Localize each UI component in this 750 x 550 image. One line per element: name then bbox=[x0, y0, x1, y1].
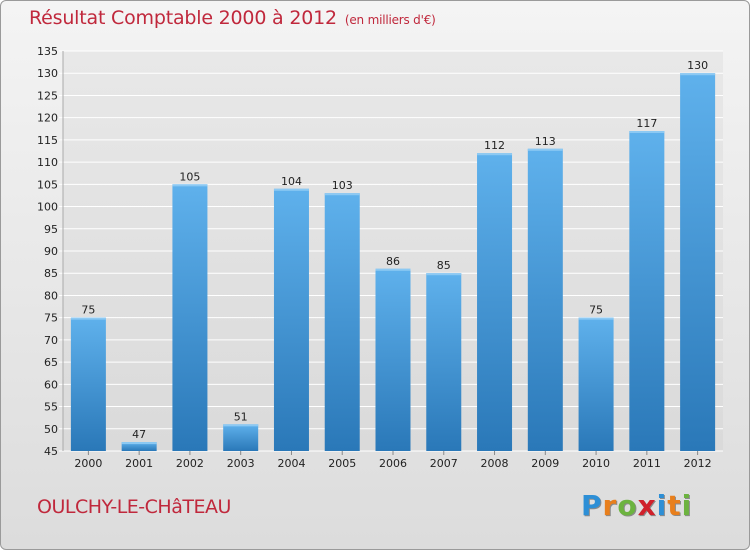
y-tick-label: 75 bbox=[44, 312, 58, 325]
x-tick-label-2010: 2010 bbox=[582, 457, 610, 470]
bar-2009 bbox=[527, 148, 563, 451]
y-tick-label: 60 bbox=[44, 378, 58, 391]
bar-2003 bbox=[223, 424, 259, 451]
title-text: Résultat Comptable 2000 à 2012 bbox=[29, 7, 337, 29]
data-label-2010: 75 bbox=[589, 304, 603, 317]
y-tick-label: 80 bbox=[44, 289, 58, 302]
y-tick-label: 115 bbox=[37, 134, 58, 147]
bar-top-highlight bbox=[223, 424, 259, 427]
data-labels: 75 47 105 51 104 103 86 85 112 113 75 117 130 bbox=[81, 59, 708, 441]
logo-letter: r bbox=[602, 489, 618, 522]
x-tick-label-2007: 2007 bbox=[430, 457, 458, 470]
bar-2010 bbox=[578, 317, 614, 451]
bar-top-highlight bbox=[477, 153, 513, 156]
x-tick-label-2012: 2012 bbox=[684, 457, 712, 470]
bar-2002 bbox=[172, 184, 208, 452]
x-axis: 2000 2001 2002 2003 2004 2005 2006 2007 2008 2009… bbox=[74, 451, 712, 470]
y-axis: 45 50 55 60 65 70 75 80 85 90 95 100 105 110 115 120 125… bbox=[37, 45, 58, 458]
data-label-2005: 103 bbox=[332, 179, 353, 192]
bar-2006 bbox=[375, 268, 411, 451]
y-tick-label: 90 bbox=[44, 245, 58, 258]
logo-letter: P bbox=[581, 489, 603, 522]
bar-2007 bbox=[426, 273, 462, 451]
y-tick-label: 135 bbox=[37, 45, 58, 58]
bar-top-highlight bbox=[426, 273, 462, 276]
bar-top-highlight bbox=[629, 131, 665, 133]
x-tick-label-2004: 2004 bbox=[277, 457, 305, 470]
logo-letter: o bbox=[617, 489, 638, 522]
bars bbox=[70, 73, 716, 452]
x-tick-label-2003: 2003 bbox=[227, 457, 255, 470]
data-label-2002: 105 bbox=[179, 170, 200, 183]
x-tick-label-2001: 2001 bbox=[125, 457, 153, 470]
bar-top-highlight bbox=[273, 188, 309, 191]
bar-2004 bbox=[273, 188, 309, 451]
title-unit: (en milliers d'€) bbox=[344, 13, 436, 27]
bar-2000 bbox=[70, 317, 106, 451]
y-tick-label: 55 bbox=[44, 401, 58, 414]
bar-top-highlight bbox=[527, 148, 563, 151]
data-label-2003: 51 bbox=[234, 410, 248, 423]
y-tick-label: 110 bbox=[37, 156, 58, 169]
bar-top-highlight bbox=[121, 442, 157, 445]
logo-letter: x bbox=[637, 489, 657, 522]
data-label-2007: 85 bbox=[437, 259, 451, 272]
data-label-2004: 104 bbox=[281, 175, 302, 188]
bar-top-highlight bbox=[578, 317, 614, 320]
x-tick-label-2006: 2006 bbox=[379, 457, 407, 470]
bar-top-highlight bbox=[70, 317, 106, 320]
bar-2005 bbox=[324, 193, 360, 451]
y-tick-label: 85 bbox=[44, 267, 58, 280]
bar-2012 bbox=[680, 73, 716, 451]
bar-2001 bbox=[121, 442, 157, 451]
logo-letter: i bbox=[656, 489, 668, 522]
chart-title: Résultat Comptable 2000 à 2012 (en millie… bbox=[29, 7, 436, 29]
y-tick-label: 95 bbox=[44, 223, 58, 236]
data-label-2006: 86 bbox=[386, 255, 400, 268]
bar-top-highlight bbox=[680, 73, 716, 76]
y-tick-label: 65 bbox=[44, 356, 58, 369]
data-label-2012: 130 bbox=[687, 59, 708, 72]
y-tick-label: 100 bbox=[37, 201, 58, 214]
bar-top-highlight bbox=[172, 184, 208, 187]
data-label-2011: 117 bbox=[636, 117, 657, 130]
y-tick-label: 130 bbox=[37, 67, 58, 80]
x-tick-label-2008: 2008 bbox=[481, 457, 509, 470]
data-label-2009: 113 bbox=[535, 135, 556, 148]
bar-2011 bbox=[629, 131, 665, 451]
proxiti-logo: Proxiti bbox=[581, 489, 692, 522]
x-tick-label-2009: 2009 bbox=[531, 457, 559, 470]
x-tick-label-2005: 2005 bbox=[328, 457, 356, 470]
data-label-2001: 47 bbox=[132, 428, 146, 441]
bar-top-highlight bbox=[324, 193, 360, 196]
y-tick-label: 45 bbox=[44, 445, 58, 458]
x-tick-label-2000: 2000 bbox=[74, 457, 102, 470]
y-tick-label: 105 bbox=[37, 178, 58, 191]
data-label-2008: 112 bbox=[484, 139, 505, 152]
location-name: OULCHY-LE-CHâTEAU bbox=[37, 496, 231, 518]
bar-top-highlight bbox=[375, 268, 411, 271]
y-tick-label: 125 bbox=[37, 89, 58, 102]
y-tick-label: 120 bbox=[37, 112, 58, 125]
y-tick-label: 70 bbox=[44, 334, 58, 347]
x-tick-label-2002: 2002 bbox=[176, 457, 204, 470]
y-tick-label: 50 bbox=[44, 423, 58, 436]
data-label-2000: 75 bbox=[81, 304, 95, 317]
x-tick-label-2011: 2011 bbox=[633, 457, 661, 470]
logo-letter: i bbox=[681, 489, 693, 522]
logo-letter: t bbox=[667, 489, 682, 522]
bar-2008 bbox=[477, 153, 513, 451]
